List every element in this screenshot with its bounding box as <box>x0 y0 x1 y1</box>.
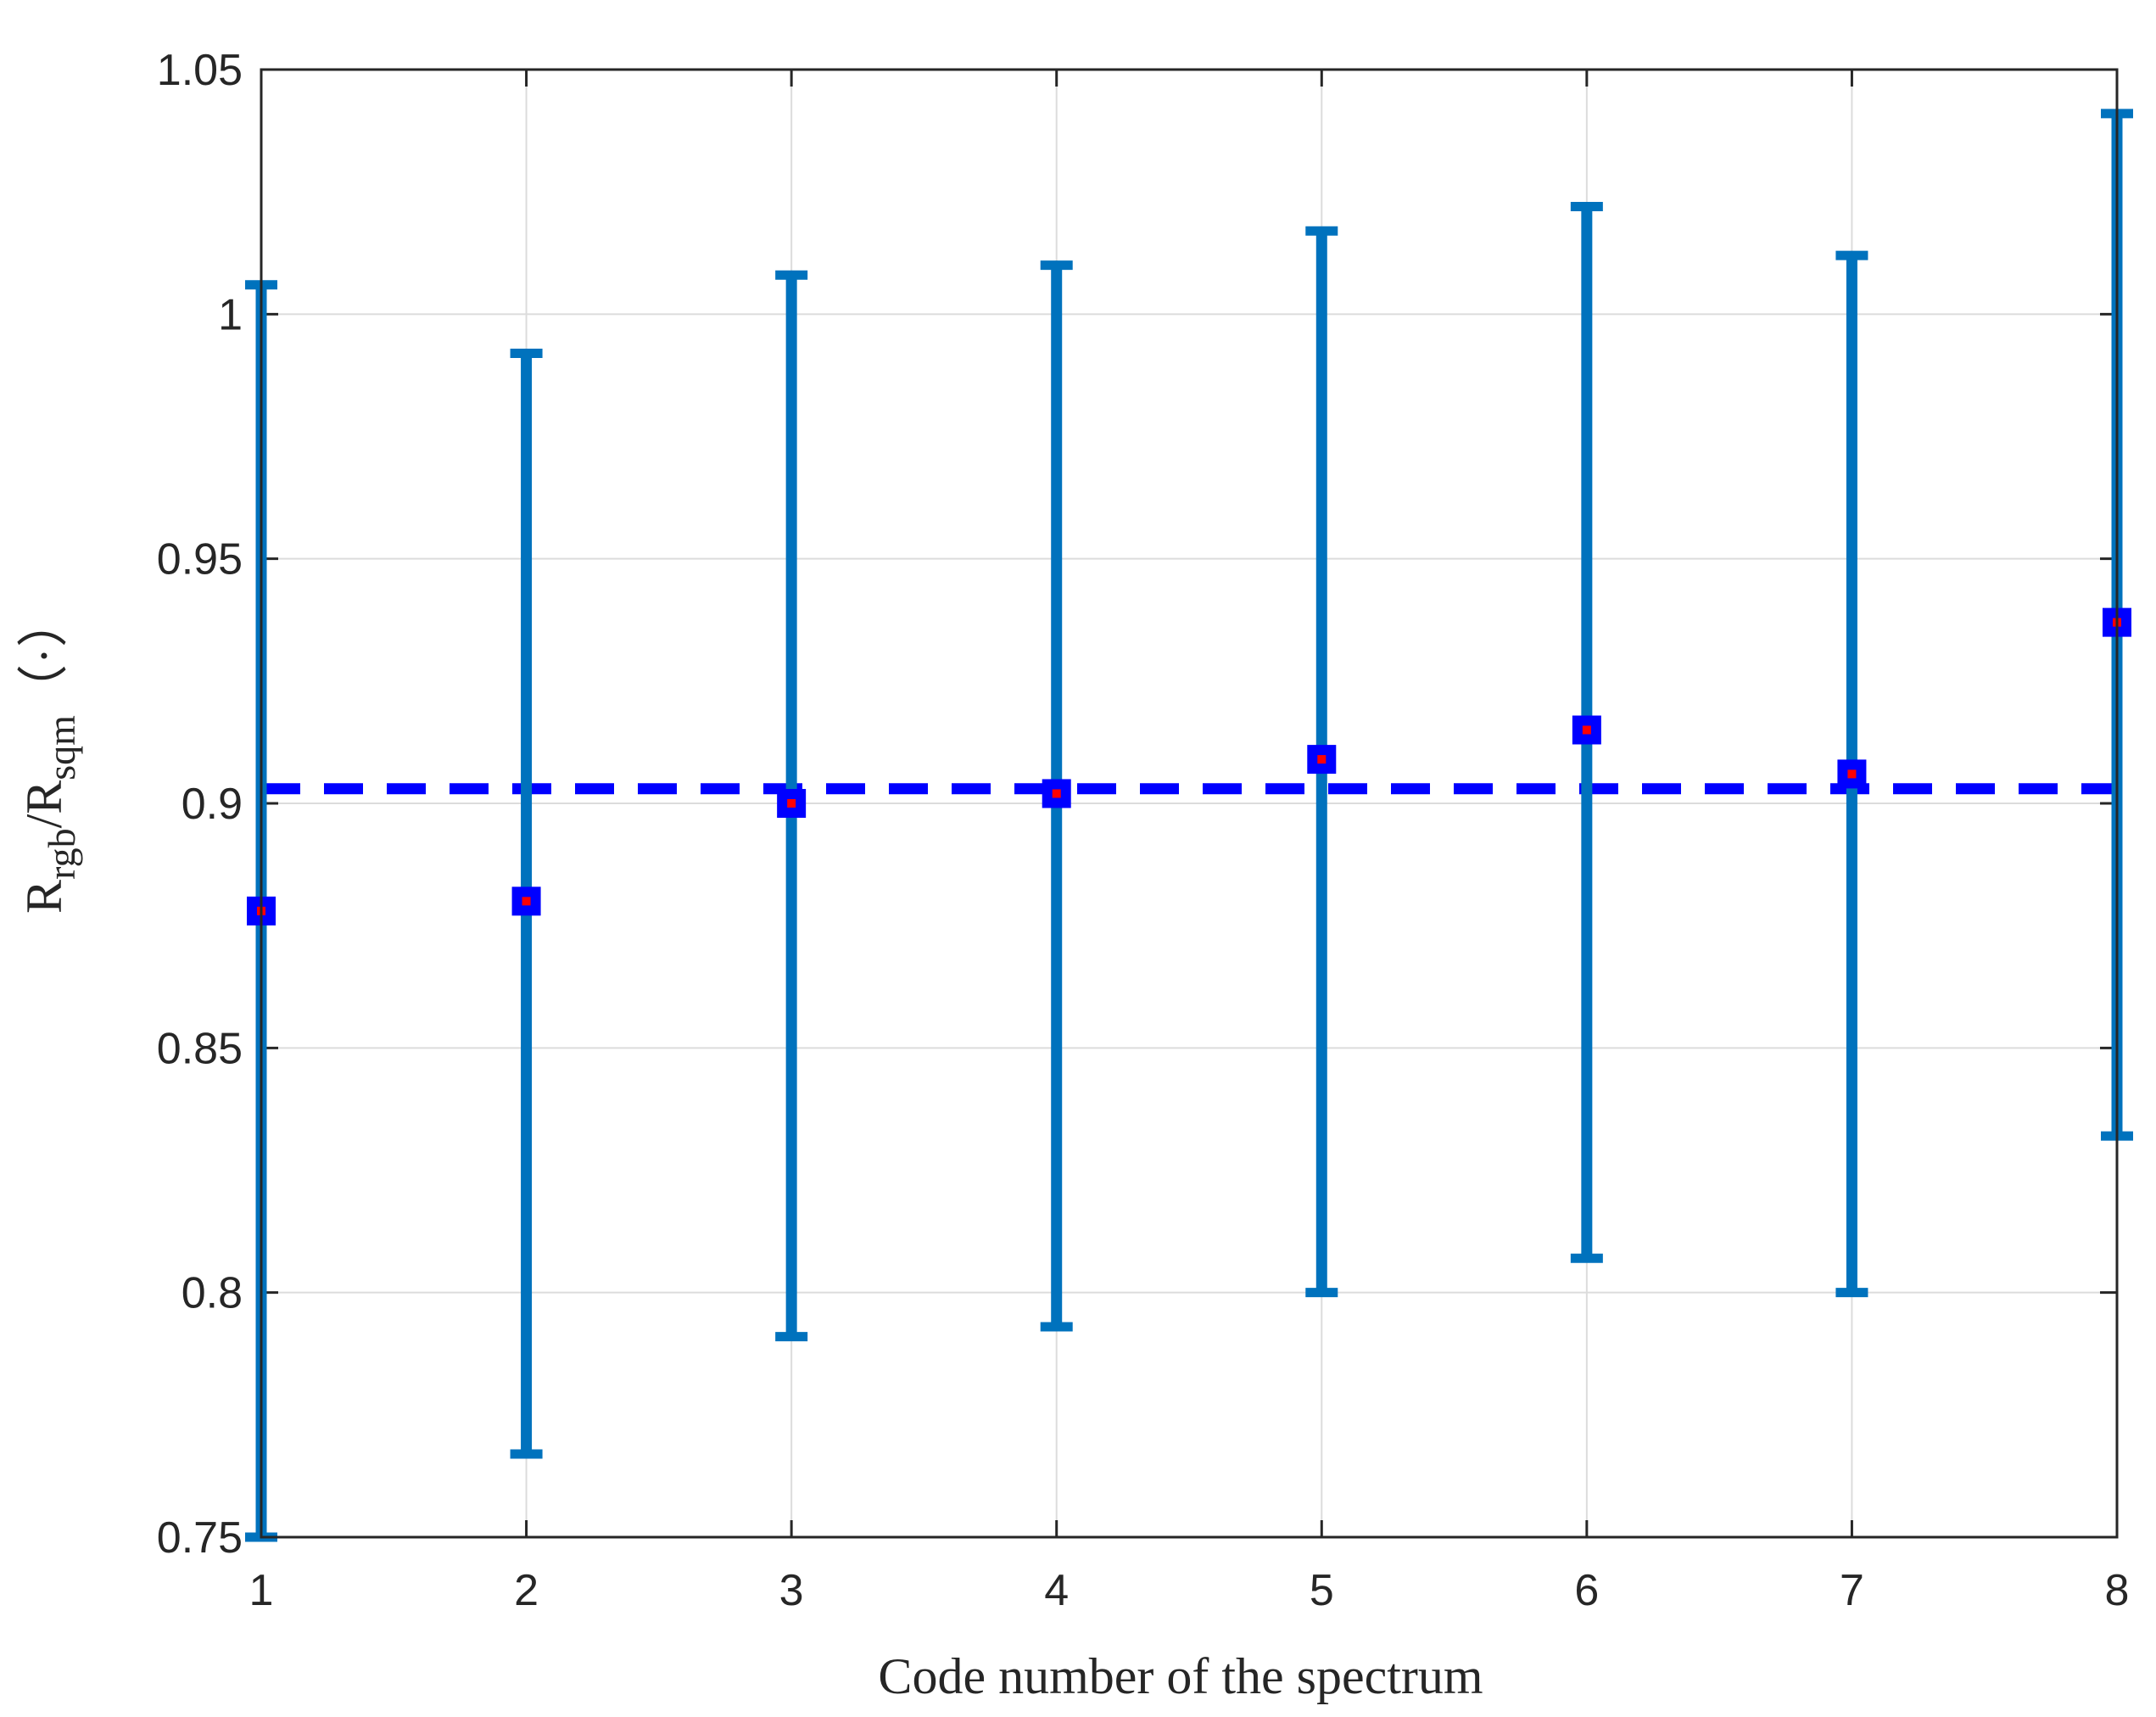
y-tick-label: 1.05 <box>157 46 243 95</box>
y-tick-label: 0.85 <box>157 1024 243 1073</box>
x-tick-label: 6 <box>1574 1566 1599 1615</box>
y-label-unit: （·） <box>16 596 72 715</box>
y-tick-label: 0.95 <box>157 535 243 584</box>
chart: 1 2 3 4 5 6 7 8 0.75 0.8 0.85 0.9 0.95 1 1.05 Code nu… <box>0 0 2156 1717</box>
y-label-r1: R <box>16 880 72 914</box>
y-label-sub2: sqm <box>40 715 83 780</box>
x-tick-label: 4 <box>1044 1566 1069 1615</box>
x-axis-label: Code number of the spectrum <box>878 1648 1483 1704</box>
y-tick-label: 1 <box>218 290 243 339</box>
x-tick-label: 5 <box>1310 1566 1334 1615</box>
data-point-center <box>787 799 796 808</box>
y-tick-label: 0.8 <box>182 1269 243 1318</box>
data-point-center <box>522 897 531 905</box>
data-point-center <box>1583 726 1591 735</box>
data-point-center <box>1847 769 1856 778</box>
y-tick-label: 0.9 <box>182 780 243 829</box>
y-label-sub1: rgb <box>40 828 83 880</box>
x-tick-label: 7 <box>1840 1566 1864 1615</box>
y-tick-label: 0.75 <box>157 1513 243 1563</box>
x-tick-label: 1 <box>249 1566 274 1615</box>
y-label-r2: /R <box>16 780 72 829</box>
x-tick-label: 8 <box>2105 1566 2130 1615</box>
data-point-center <box>1317 755 1326 763</box>
x-tick-label: 3 <box>779 1566 804 1615</box>
data-point-center <box>1053 789 1061 797</box>
x-tick-label: 2 <box>514 1566 539 1615</box>
